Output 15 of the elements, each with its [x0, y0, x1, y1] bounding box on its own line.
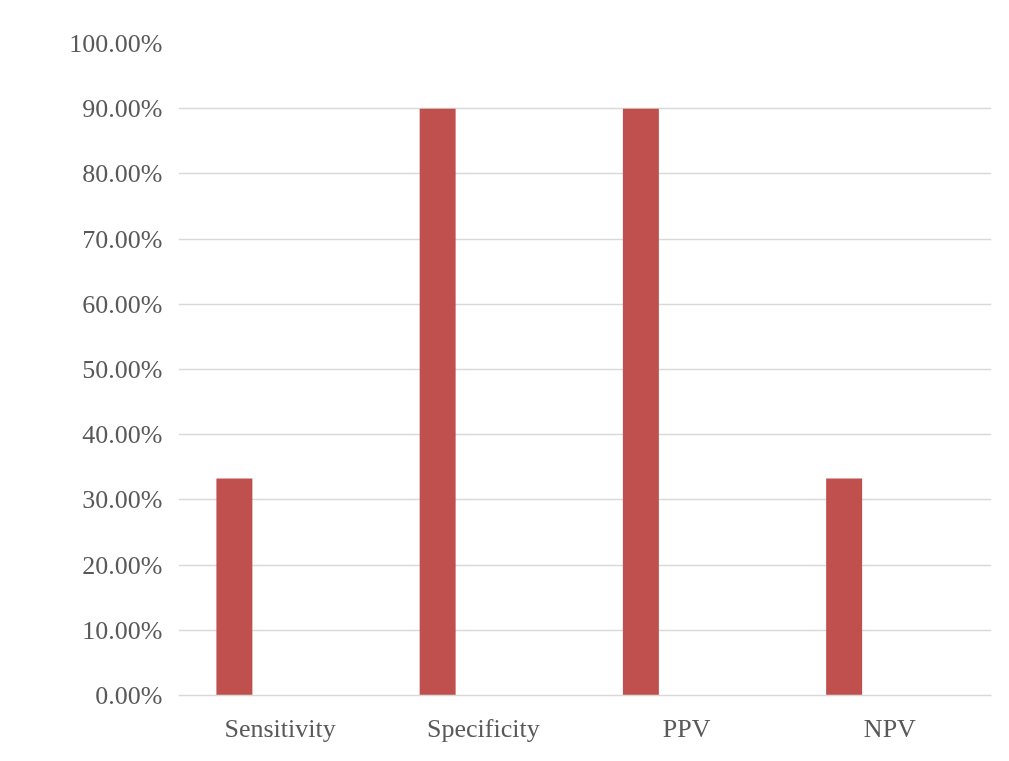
y-tick-label: 100.00%	[69, 29, 163, 58]
y-tick-label: 50.00%	[82, 355, 163, 384]
y-tick-label: 70.00%	[82, 224, 163, 254]
x-tick-label: Sensitivity	[224, 713, 336, 743]
x-tick-label: NPV	[863, 713, 917, 743]
y-tick-label: 80.00%	[82, 159, 163, 189]
y-tick-label: 20.00%	[82, 550, 163, 580]
y-tick-label: 40.00%	[82, 420, 163, 450]
x-tick-label: PPV	[662, 713, 711, 743]
y-tick-label: 30.00%	[82, 485, 163, 515]
x-tick-label: Specificity	[427, 713, 540, 743]
y-tick-label: 10.00%	[82, 615, 163, 645]
y-tick-label: 90.00%	[82, 94, 163, 124]
y-tick-label: 0.00%	[95, 681, 163, 710]
y-tick-label: 60.00%	[82, 289, 163, 319]
